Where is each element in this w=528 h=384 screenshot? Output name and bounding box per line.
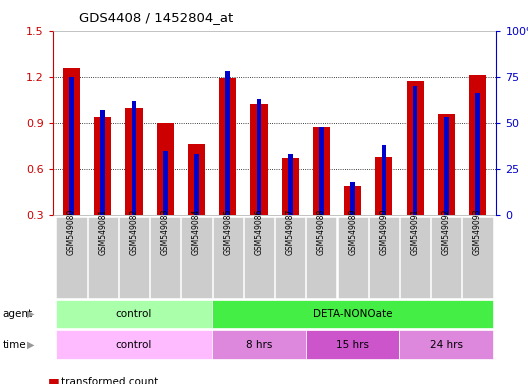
- Text: GSM549081: GSM549081: [98, 209, 107, 255]
- Bar: [281, 158, 299, 261]
- Bar: [163, 151, 167, 215]
- Bar: [288, 154, 293, 215]
- Text: control: control: [116, 339, 152, 350]
- Bar: [69, 77, 74, 215]
- Bar: [100, 110, 105, 215]
- Text: time: time: [3, 339, 26, 350]
- Bar: [250, 104, 268, 261]
- Text: GDS4408 / 1452804_at: GDS4408 / 1452804_at: [79, 12, 233, 25]
- Bar: [319, 127, 324, 215]
- Bar: [94, 117, 111, 261]
- Bar: [413, 86, 418, 215]
- Bar: [475, 93, 480, 215]
- Text: GSM549091: GSM549091: [411, 209, 420, 255]
- Text: GSM549084: GSM549084: [192, 209, 201, 255]
- Bar: [438, 114, 455, 261]
- Bar: [375, 157, 392, 261]
- Bar: [257, 99, 261, 215]
- Text: ▶: ▶: [27, 309, 35, 319]
- Bar: [63, 68, 80, 261]
- Text: GSM549089: GSM549089: [348, 209, 357, 255]
- Bar: [225, 71, 230, 215]
- Text: GSM549092: GSM549092: [442, 209, 451, 255]
- Text: DETA-NONOate: DETA-NONOate: [313, 309, 392, 319]
- Text: agent: agent: [3, 309, 33, 319]
- Text: 8 hrs: 8 hrs: [246, 339, 272, 350]
- Text: GSM549085: GSM549085: [223, 209, 232, 255]
- Bar: [382, 145, 386, 215]
- Text: 15 hrs: 15 hrs: [336, 339, 369, 350]
- Bar: [219, 78, 237, 261]
- Text: GSM549082: GSM549082: [129, 209, 138, 255]
- Bar: [131, 101, 136, 215]
- Bar: [344, 186, 361, 261]
- Text: transformed count: transformed count: [61, 377, 158, 384]
- Bar: [313, 127, 330, 261]
- Text: GSM549080: GSM549080: [67, 209, 76, 255]
- Text: control: control: [116, 309, 152, 319]
- Bar: [157, 123, 174, 261]
- Bar: [444, 118, 449, 215]
- Bar: [194, 154, 199, 215]
- Text: GSM549088: GSM549088: [317, 209, 326, 255]
- Text: GSM549087: GSM549087: [286, 209, 295, 255]
- Bar: [126, 108, 143, 261]
- Text: GSM549093: GSM549093: [473, 209, 482, 255]
- Text: GSM549090: GSM549090: [380, 209, 389, 255]
- Bar: [469, 75, 486, 261]
- Bar: [350, 182, 355, 215]
- Bar: [188, 144, 205, 261]
- Bar: [407, 81, 423, 261]
- Text: ■: ■: [48, 376, 59, 384]
- Text: GSM549083: GSM549083: [161, 209, 169, 255]
- Text: ▶: ▶: [27, 339, 35, 350]
- Text: GSM549086: GSM549086: [254, 209, 263, 255]
- Text: 24 hrs: 24 hrs: [430, 339, 463, 350]
